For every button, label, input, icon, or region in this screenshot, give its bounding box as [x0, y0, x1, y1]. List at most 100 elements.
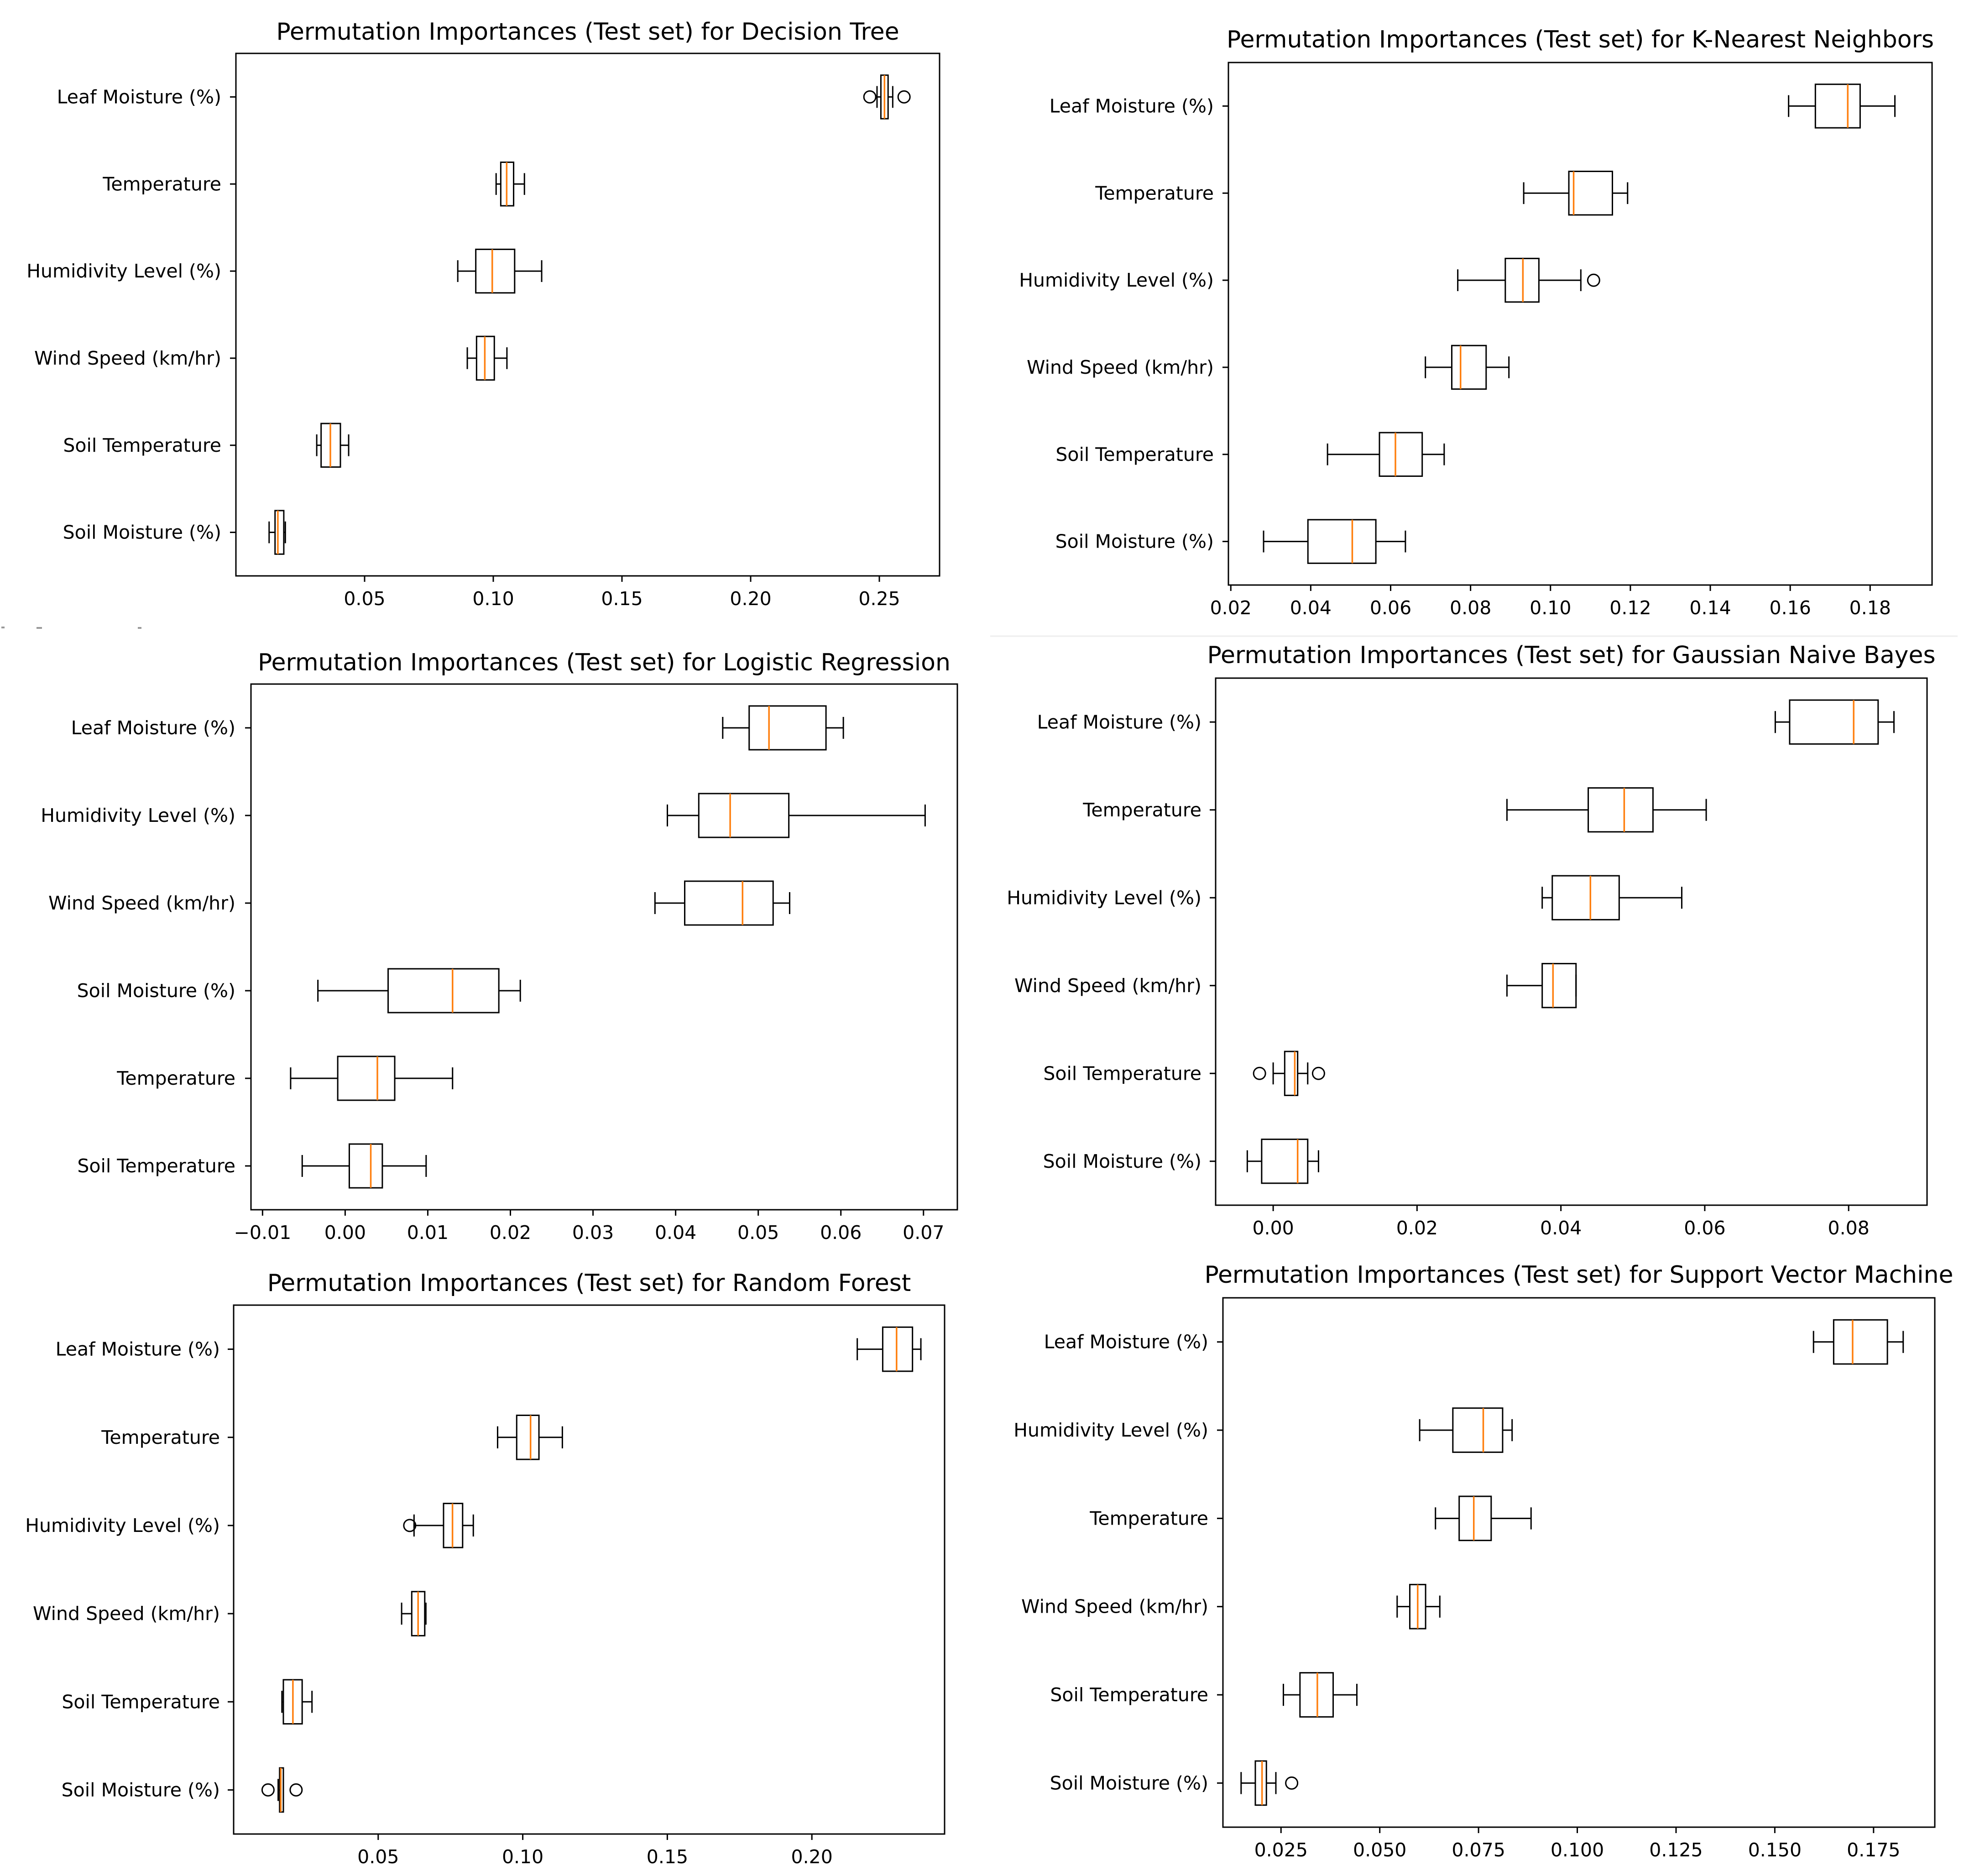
plot-frame	[250, 683, 958, 1211]
x-tick-label: 0.05	[737, 1222, 779, 1244]
x-tick-label: 0.20	[791, 1846, 833, 1868]
category-label: Temperature	[1089, 1507, 1208, 1529]
chart-title: Permutation Importances (Test set) for L…	[258, 649, 951, 676]
category-label: Wind Speed (km/hr)	[48, 892, 235, 914]
random-forest-panel: Permutation Importances (Test set) for R…	[25, 1270, 945, 1868]
x-tick-label: 0.050	[1353, 1839, 1406, 1861]
box-group	[1435, 1495, 1532, 1542]
category-label: Humidivity Level (%)	[41, 805, 235, 826]
box-iqr	[1451, 345, 1487, 390]
box-iqr	[1261, 1139, 1309, 1184]
x-tick-label: 0.100	[1551, 1839, 1604, 1861]
x-tick-label: 0.02	[1396, 1217, 1438, 1239]
x-tick-label: 0.18	[1849, 597, 1891, 619]
chart-title: Permutation Importances (Test set) for G…	[1207, 642, 1935, 669]
x-tick-label: 0.025	[1254, 1839, 1308, 1861]
outlier-point	[1285, 1776, 1299, 1790]
outlier-point	[897, 90, 911, 104]
label-fragment-1	[1, 627, 5, 628]
box-group	[1263, 519, 1406, 564]
label-fragment-3	[138, 627, 141, 629]
category-label: Humidivity Level (%)	[1019, 269, 1214, 291]
x-tick-label: 0.150	[1748, 1839, 1802, 1861]
category-label: Soil Moisture (%)	[63, 522, 221, 543]
category-label: Soil Temperature	[1050, 1684, 1208, 1706]
box-iqr	[1452, 1407, 1504, 1453]
category-label: Soil Temperature	[1055, 444, 1214, 465]
box-group	[1419, 1407, 1513, 1453]
category-label: Soil Moisture (%)	[1043, 1150, 1201, 1172]
x-tick-label: 0.08	[1828, 1217, 1870, 1239]
x-tick-label: 0.07	[903, 1222, 944, 1244]
category-label: Wind Speed (km/hr)	[34, 347, 221, 369]
box-group	[1246, 1139, 1319, 1184]
box-iqr	[1458, 1495, 1492, 1542]
box-group	[457, 248, 543, 294]
knn-panel: Permutation Importances (Test set) for K…	[1019, 26, 1934, 619]
category-label: Temperature	[1082, 799, 1201, 821]
x-tick-label: 0.10	[472, 588, 514, 610]
x-tick-label: 0.12	[1609, 597, 1651, 619]
box-group	[1788, 84, 1896, 129]
x-tick-label: 0.15	[647, 1846, 688, 1868]
box-group	[466, 335, 508, 381]
x-tick-label: 0.20	[730, 588, 771, 610]
box-group	[496, 1414, 563, 1460]
x-tick-label: 0.02	[1210, 597, 1252, 619]
category-label: Leaf Moisture (%)	[1037, 711, 1201, 733]
x-tick-label: 0.15	[601, 588, 642, 610]
category-label: Leaf Moisture (%)	[56, 1338, 220, 1360]
x-tick-label: 0.04	[1540, 1217, 1582, 1239]
x-tick-label: −0.01	[234, 1222, 292, 1244]
box-group	[1253, 1050, 1325, 1096]
box-group	[1523, 171, 1629, 216]
category-label: Soil Temperature	[62, 1691, 220, 1713]
box-group	[654, 880, 790, 926]
category-label: Wind Speed (km/hr)	[1027, 356, 1214, 378]
outlier-point	[403, 1519, 417, 1532]
x-tick-label: 0.02	[490, 1222, 531, 1244]
outlier-point	[863, 90, 877, 104]
box-iqr	[748, 705, 827, 751]
category-label: Leaf Moisture (%)	[1050, 95, 1214, 117]
box-iqr	[684, 880, 774, 926]
plot-frame	[233, 1304, 945, 1835]
category-label: Soil Moisture (%)	[62, 1779, 220, 1801]
logistic-regression-panel: Permutation Importances (Test set) for L…	[41, 649, 958, 1244]
category-label: Temperature	[116, 1067, 235, 1089]
chart-title: Permutation Importances (Test set) for S…	[1204, 1261, 1953, 1289]
category-label: Soil Temperature	[77, 1155, 235, 1177]
box-iqr	[1307, 519, 1377, 564]
box-group	[667, 793, 926, 838]
x-tick-label: 0.075	[1452, 1839, 1505, 1861]
category-label: Leaf Moisture (%)	[71, 717, 235, 739]
box-iqr	[337, 1056, 396, 1101]
box-iqr	[1541, 963, 1577, 1009]
category-label: Wind Speed (km/hr)	[33, 1603, 220, 1625]
category-label: Soil Temperature	[63, 434, 221, 456]
x-tick-label: 0.16	[1769, 597, 1811, 619]
box-group	[1425, 345, 1510, 390]
label-fragment-2	[37, 627, 42, 629]
box-group	[722, 705, 844, 751]
plot-frame	[235, 52, 940, 577]
box-group	[1327, 432, 1445, 477]
gaussian-naive-bayes-panel: Permutation Importances (Test set) for G…	[1007, 642, 1935, 1239]
box-iqr	[882, 1326, 914, 1372]
x-tick-label: 0.06	[1370, 597, 1411, 619]
x-tick-label: 0.175	[1847, 1839, 1900, 1861]
box-group	[268, 510, 286, 555]
box-group	[1774, 699, 1895, 745]
box-group	[401, 1591, 427, 1636]
box-iqr	[1504, 257, 1540, 303]
box-group	[403, 1503, 474, 1548]
svm-panel: Permutation Importances (Test set) for S…	[1013, 1261, 1953, 1861]
plot-frame	[1215, 677, 1928, 1206]
box-group	[281, 1679, 313, 1725]
category-label: Wind Speed (km/hr)	[1021, 1596, 1208, 1618]
box-group	[495, 162, 525, 207]
x-tick-label: 0.06	[820, 1222, 862, 1244]
category-label: Humidivity Level (%)	[1013, 1419, 1208, 1441]
outlier-point	[1311, 1066, 1325, 1080]
